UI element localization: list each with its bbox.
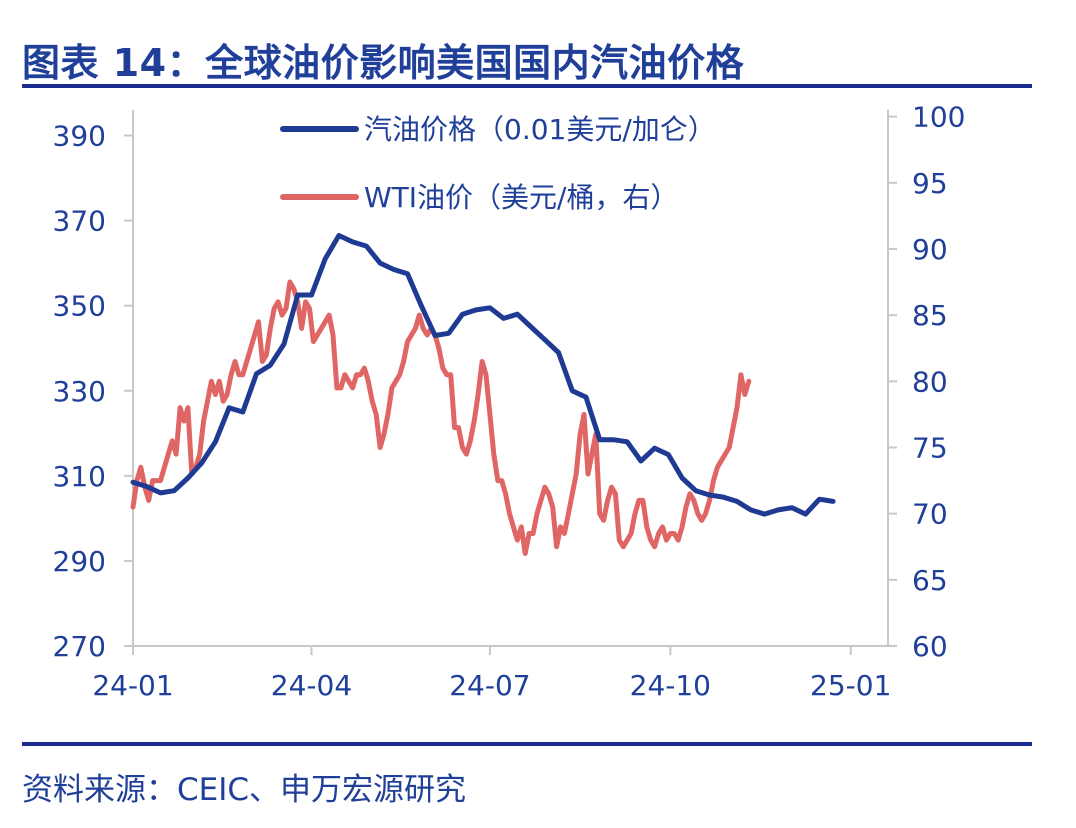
right-y-ticks: 100 95 90 85 80 75 70 65 60 (888, 101, 965, 663)
right-tick-label: 90 (912, 233, 948, 266)
legend: 汽油价格（0.01美元/加仑） WTI油价（美元/桶，右） (280, 113, 716, 214)
left-tick-label: 330 (53, 375, 106, 408)
right-tick-label: 70 (912, 498, 948, 531)
legend-wti-label: WTI油价（美元/桶，右） (364, 181, 678, 214)
x-tick-label: 24-07 (449, 669, 530, 702)
right-tick-label: 80 (912, 365, 948, 398)
left-tick-label: 310 (53, 460, 106, 493)
left-tick-label: 350 (53, 290, 106, 323)
left-tick-label: 370 (53, 205, 106, 238)
chart-title: 图表 14：全球油价影响美国国内汽油价格 (22, 41, 745, 85)
footer-rule (22, 742, 1032, 746)
right-tick-label: 60 (912, 630, 948, 663)
left-tick-label: 390 (53, 120, 106, 153)
axes (132, 110, 889, 647)
left-y-ticks: 390 370 350 330 310 290 270 (53, 120, 133, 663)
x-tick-label: 24-04 (271, 669, 352, 702)
title-rule (22, 84, 1032, 88)
left-tick-label: 270 (53, 630, 106, 663)
series-lines (130, 233, 836, 556)
legend-gasoline-label: 汽油价格（0.01美元/加仑） (364, 113, 716, 146)
right-tick-label: 65 (912, 564, 948, 597)
x-tick-label: 25-01 (810, 669, 891, 702)
source-note: 资料来源：CEIC、申万宏源研究 (22, 772, 467, 808)
gasoline-price-line (130, 233, 836, 517)
right-tick-label: 85 (912, 299, 948, 332)
x-tick-label: 24-10 (630, 669, 711, 702)
wti-price-line (130, 279, 752, 556)
right-tick-label: 100 (912, 101, 965, 134)
x-ticks: 24-01 24-04 24-07 24-10 25-01 (92, 646, 891, 702)
left-tick-label: 290 (53, 545, 106, 578)
right-tick-label: 95 (912, 167, 948, 200)
x-tick-label: 24-01 (92, 669, 173, 702)
right-tick-label: 75 (912, 431, 948, 464)
